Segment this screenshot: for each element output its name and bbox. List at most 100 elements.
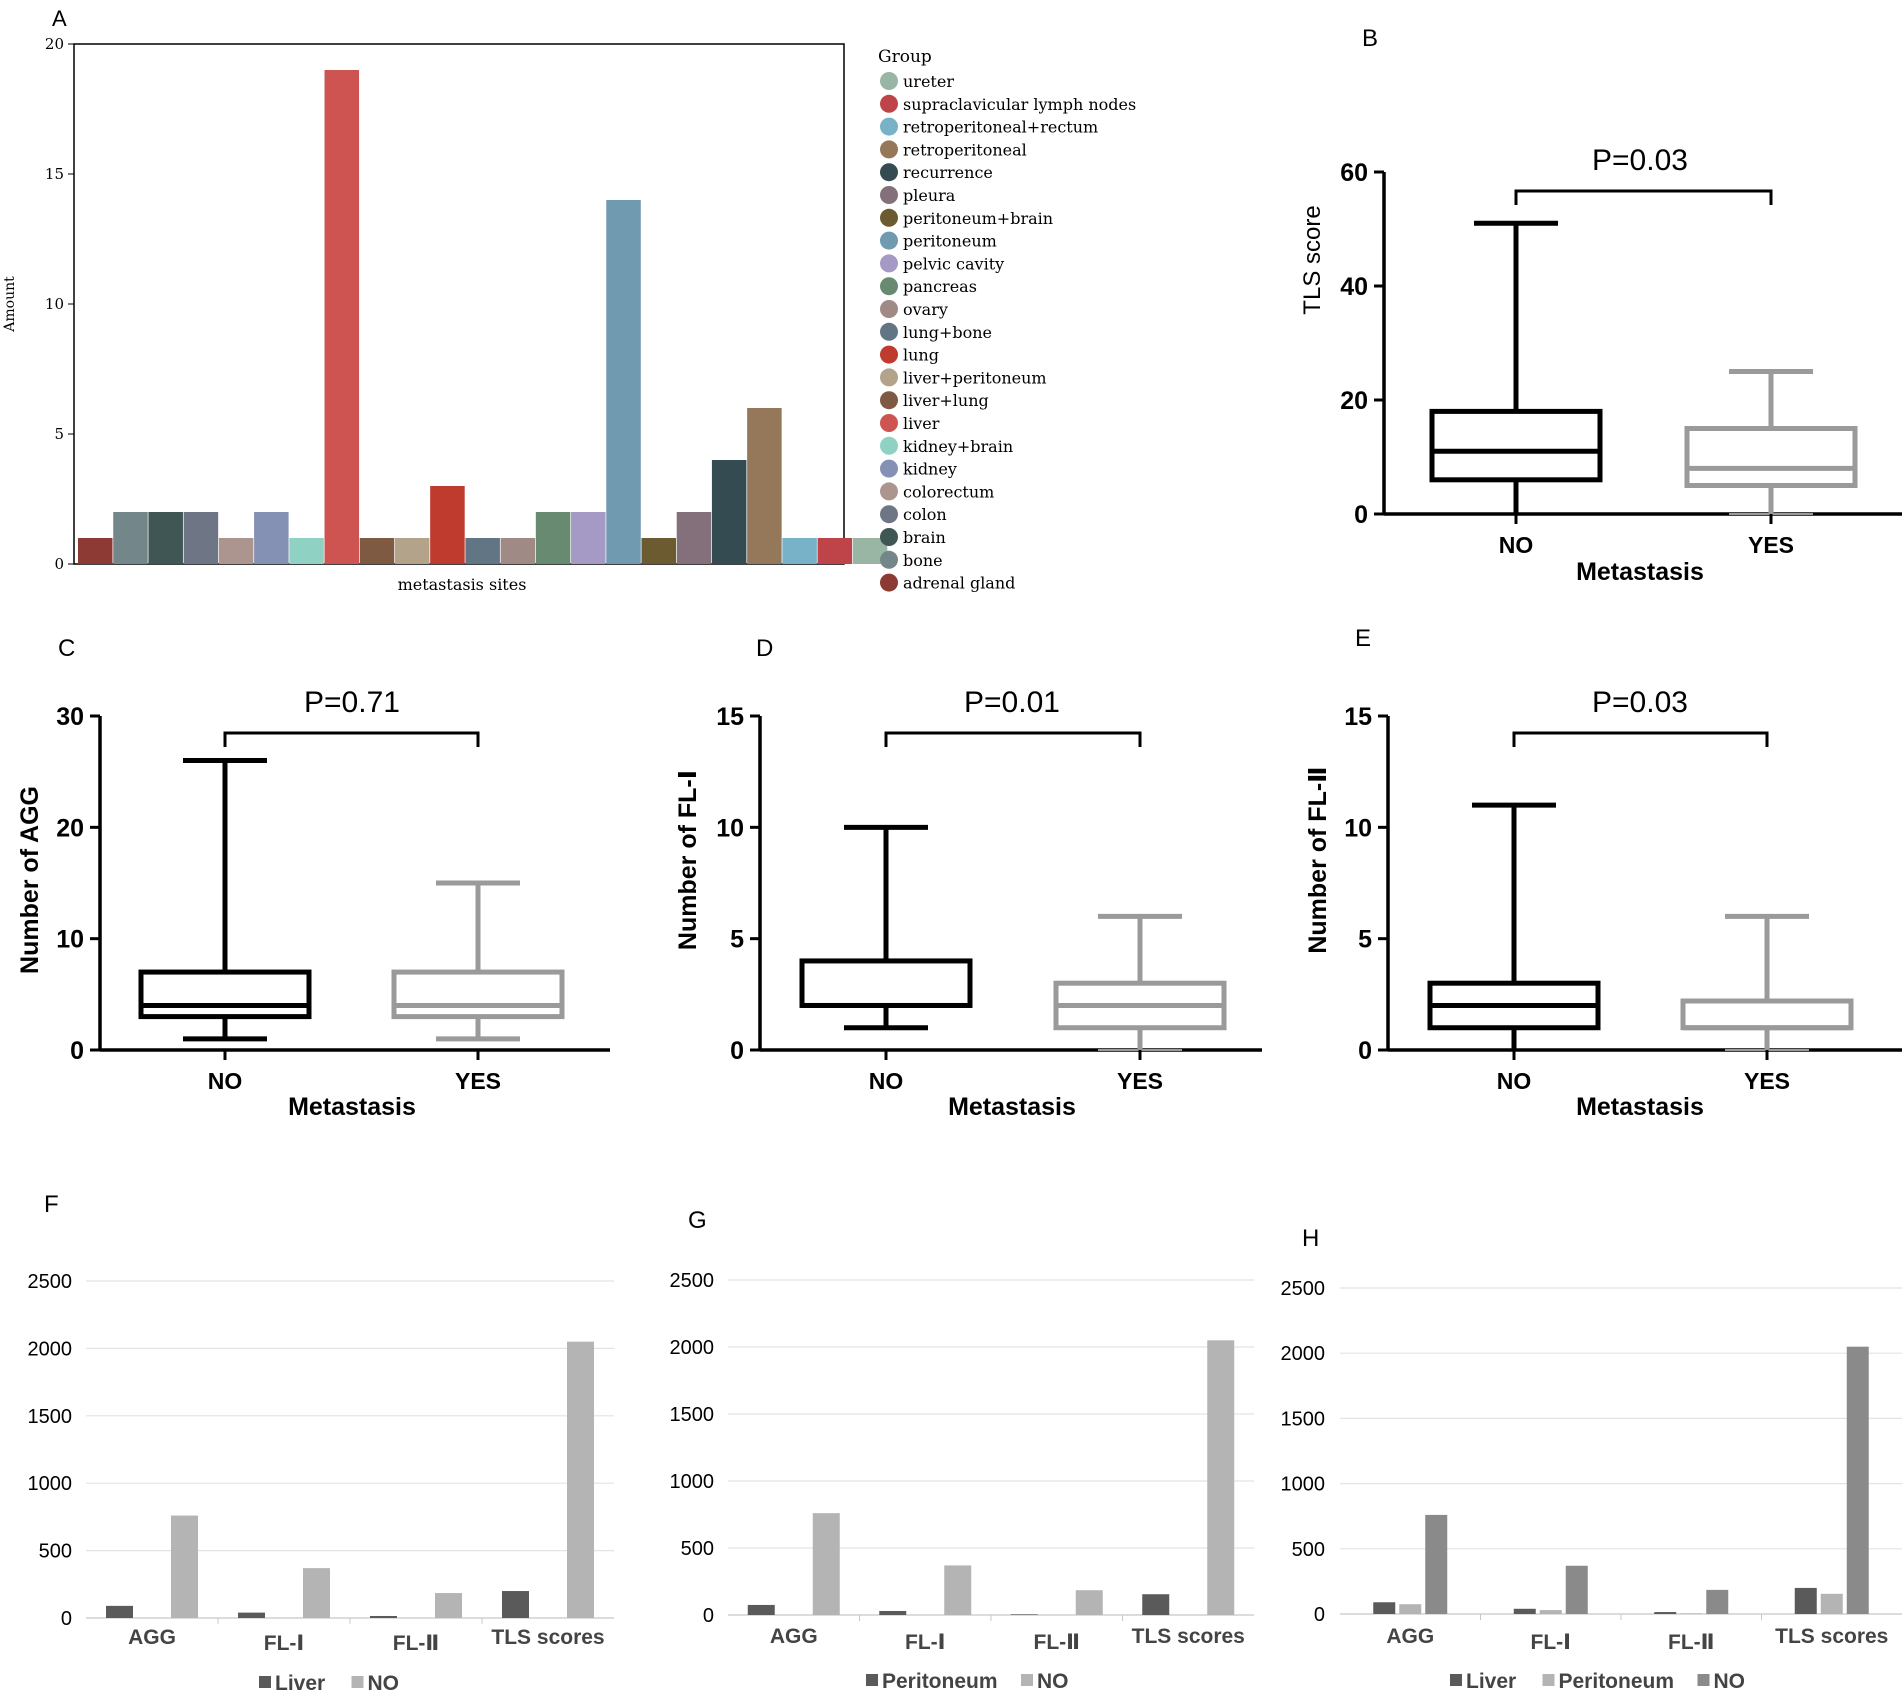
y-tick-label: 5 — [54, 425, 64, 443]
box — [391, 969, 565, 1020]
legend-item: peritoneum+brain — [903, 209, 1053, 228]
bar-peritoneum-1 — [1539, 1610, 1562, 1614]
x-tick-label: NO — [1497, 1068, 1532, 1094]
panel-label: C — [58, 635, 75, 662]
bar-kidney-brain — [289, 538, 324, 564]
box — [1680, 998, 1854, 1031]
legend-item: Liver — [1466, 1670, 1516, 1693]
x-tick-label: NO — [208, 1068, 243, 1094]
bar-pleura — [676, 512, 712, 564]
bar-ovary — [500, 538, 536, 564]
p-value: P=0.03 — [1592, 686, 1688, 719]
legend-swatch — [880, 254, 898, 273]
significance-bracket — [1514, 189, 1773, 205]
p-value: P=0.71 — [304, 686, 400, 719]
bar-retroperitoneal — [747, 408, 782, 564]
y-tick-label: 0 — [1358, 1037, 1372, 1065]
legend-item: lung — [903, 346, 939, 365]
legend-item: pleura — [903, 186, 956, 205]
bar-liver-2 — [1654, 1612, 1677, 1614]
x-tick-label: AGG — [128, 1626, 176, 1649]
bar-no-0 — [1425, 1514, 1448, 1614]
y-tick-label: 2000 — [670, 1337, 715, 1359]
legend-item: NO — [368, 1672, 400, 1695]
bar-lung — [430, 486, 465, 564]
y-tick-label: 1500 — [670, 1404, 715, 1426]
y-tick-label: 2000 — [28, 1338, 73, 1360]
x-tick-label: TLS scores — [1775, 1625, 1888, 1648]
legend-item: ovary — [903, 300, 948, 319]
box — [1429, 408, 1603, 483]
legend-item: supraclavicular lymph nodes — [903, 95, 1136, 114]
panel-label: E — [1355, 625, 1371, 652]
legend-item: ureter — [903, 72, 954, 91]
panel-h-bar-chart: H 0 500 1000 1500 2000 2500 AGG FL-Ⅰ FL-Ⅱ TLS sco… — [1281, 1225, 1902, 1693]
bar-pancreas — [535, 512, 571, 564]
y-tick-label: 0 — [703, 1605, 714, 1627]
legend-swatch — [259, 1676, 271, 1688]
legend-item: recurrence — [903, 163, 993, 182]
y-tick-label: 500 — [1292, 1539, 1325, 1561]
x-tick-label: FL-Ⅱ — [1668, 1631, 1714, 1654]
bar-peritoneum-2 — [1010, 1614, 1038, 1615]
legend-item: Peritoneum — [882, 1670, 998, 1693]
legend-swatch — [880, 117, 898, 136]
x-tick-label: NO — [869, 1068, 904, 1094]
bar-kidney — [254, 512, 289, 564]
legend-item: Peritoneum — [1559, 1670, 1675, 1693]
y-tick-label: 0 — [1314, 1604, 1325, 1626]
legend-item: liver — [903, 414, 940, 433]
panel-f-bar-chart: F 0 500 1000 1500 2000 2500 AGG FL-Ⅰ FL-Ⅱ TLS sco… — [28, 1191, 614, 1695]
legend-swatch — [880, 345, 898, 364]
legend-swatch — [880, 186, 898, 204]
legend-item: retroperitoneal+rectum — [903, 118, 1098, 137]
legend-swatch — [880, 550, 898, 569]
y-tick-label: 1500 — [1281, 1408, 1326, 1430]
bar-peritoneum-0 — [1399, 1604, 1422, 1614]
bar-peritoneum-3 — [1820, 1593, 1843, 1614]
legend-item: brain — [903, 528, 946, 547]
panel-b-box-plot: B TLS score 0 20 40 60 NO YES Metastasis P=0.… — [1299, 25, 1902, 586]
panel-label: A — [52, 6, 67, 31]
legend-item: adrenal gland — [903, 574, 1015, 593]
x-tick-label: YES — [455, 1068, 501, 1094]
legend-item: NO — [1037, 1670, 1069, 1693]
legend-swatch — [880, 322, 898, 341]
y-tick-label: 15 — [716, 703, 744, 731]
panel-label: F — [44, 1191, 59, 1218]
y-tick-label: 1000 — [1281, 1474, 1326, 1496]
legend-swatch — [880, 459, 898, 478]
legend-swatch — [866, 1674, 878, 1686]
legend-item: lung+bone — [903, 323, 992, 342]
bar-retroperitoneal-rectum — [782, 538, 817, 564]
x-tick-label: AGG — [1386, 1625, 1434, 1648]
legend-item: NO — [1714, 1670, 1746, 1693]
y-tick-label: 20 — [56, 814, 84, 842]
legend-item: peritoneum — [903, 232, 997, 251]
legend-swatch — [880, 208, 898, 227]
y-tick-label: 0 — [1354, 501, 1368, 529]
x-axis-label: metastasis sites — [398, 575, 527, 594]
significance-bracket — [1512, 731, 1769, 747]
bar-no-3 — [1207, 1340, 1235, 1615]
legend: ureter supraclavicular lymph nodes retrope… — [880, 72, 1136, 593]
y-tick-label: 10 — [45, 295, 64, 313]
y-axis-label: Number of FL-Ⅰ — [674, 770, 702, 950]
y-tick-label: 10 — [716, 814, 744, 842]
legend-title: Group — [878, 47, 932, 67]
y-tick-label: 15 — [1344, 703, 1372, 731]
x-tick-label: YES — [1744, 1068, 1790, 1094]
legend-swatch — [1697, 1674, 1710, 1686]
y-tick-label: 500 — [39, 1541, 72, 1563]
bar-peritoneum-0 — [747, 1604, 775, 1615]
bar-liver-lung — [359, 538, 395, 564]
x-tick-label: FL-Ⅰ — [1531, 1631, 1571, 1654]
legend-swatch — [880, 72, 898, 90]
y-tick-label: 40 — [1340, 273, 1368, 301]
p-value: P=0.01 — [964, 686, 1060, 719]
bar-colorectum — [218, 538, 254, 564]
y-axis-label: Number of AGG — [16, 786, 44, 974]
panel-label: H — [1302, 1225, 1319, 1252]
legend-item: liver+lung — [903, 391, 989, 410]
bar-liver — [324, 70, 360, 564]
